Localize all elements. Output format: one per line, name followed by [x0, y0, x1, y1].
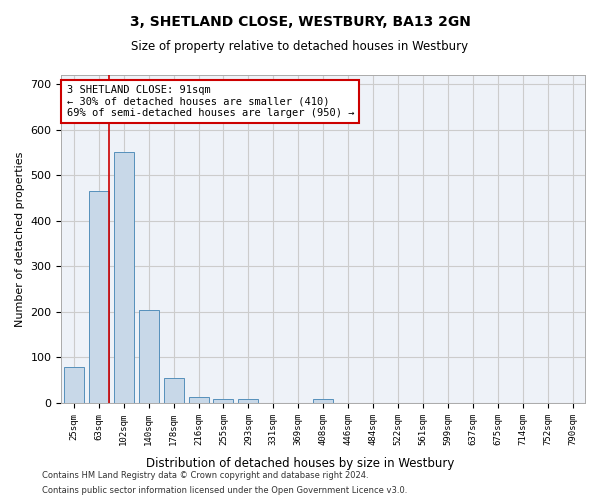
Bar	[188, 396, 209, 403]
Bar	[214, 399, 233, 403]
Bar	[89, 191, 109, 403]
Text: Contains public sector information licensed under the Open Government Licence v3: Contains public sector information licen…	[42, 486, 407, 495]
Bar	[64, 368, 84, 403]
Text: 3 SHETLAND CLOSE: 91sqm
← 30% of detached houses are smaller (410)
69% of semi-d: 3 SHETLAND CLOSE: 91sqm ← 30% of detache…	[67, 85, 354, 118]
Text: 3, SHETLAND CLOSE, WESTBURY, BA13 2GN: 3, SHETLAND CLOSE, WESTBURY, BA13 2GN	[130, 15, 470, 29]
Bar	[238, 400, 259, 403]
Y-axis label: Number of detached properties: Number of detached properties	[15, 152, 25, 326]
Text: Contains HM Land Registry data © Crown copyright and database right 2024.: Contains HM Land Registry data © Crown c…	[42, 471, 368, 480]
Text: Distribution of detached houses by size in Westbury: Distribution of detached houses by size …	[146, 458, 454, 470]
Bar	[164, 378, 184, 403]
Bar	[313, 400, 333, 403]
Text: Size of property relative to detached houses in Westbury: Size of property relative to detached ho…	[131, 40, 469, 53]
Bar	[114, 152, 134, 403]
Bar	[139, 310, 158, 403]
